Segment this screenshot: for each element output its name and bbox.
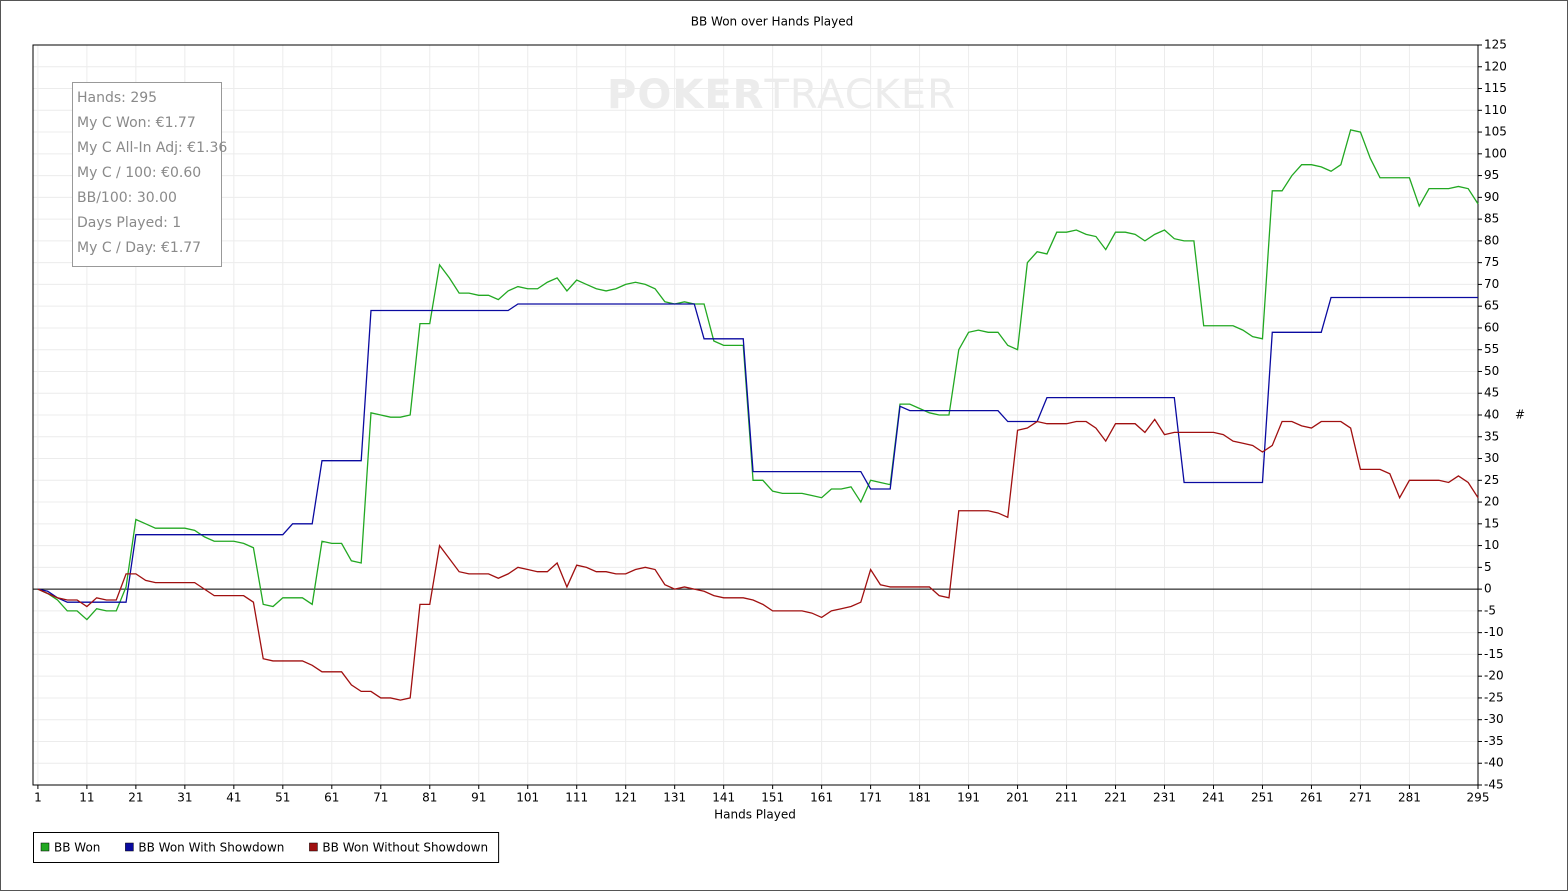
x-tick-label: 51 — [275, 791, 290, 805]
x-tick-label: 121 — [614, 791, 637, 805]
stats-line: Hands: 295 — [77, 90, 157, 106]
chart-title: BB Won over Hands Played — [691, 15, 853, 29]
x-tick-label: 251 — [1251, 791, 1274, 805]
x-tick-label: 31 — [177, 791, 192, 805]
x-tick-label: 151 — [761, 791, 784, 805]
series-line — [37, 129, 1479, 621]
y-tick-label: 25 — [1484, 473, 1499, 487]
x-tick-label: 295 — [1467, 791, 1490, 805]
legend-label: BB Won — [54, 841, 100, 855]
y-tick-label: 30 — [1484, 451, 1499, 465]
y-tick-label: 45 — [1484, 386, 1499, 400]
stats-line: My C / 100: €0.60 — [77, 165, 201, 181]
y-tick-label: -45 — [1484, 778, 1504, 792]
legend-swatch — [309, 842, 318, 852]
y-tick-label: 80 — [1484, 233, 1499, 247]
stats-line: My C / Day: €1.77 — [77, 240, 201, 256]
x-tick-label: 171 — [859, 791, 882, 805]
y-tick-label: 100 — [1484, 146, 1507, 160]
y-tick-label: 120 — [1484, 59, 1507, 73]
x-tick-label: 261 — [1300, 791, 1323, 805]
legend-label: BB Won With Showdown — [138, 841, 284, 855]
x-tick-label: 1 — [34, 791, 42, 805]
y-tick-label: -30 — [1484, 712, 1504, 726]
x-tick-label: 191 — [957, 791, 980, 805]
x-tick-label: 271 — [1349, 791, 1372, 805]
x-tick-label: 221 — [1104, 791, 1127, 805]
x-tick-label: 111 — [565, 791, 588, 805]
stats-box — [72, 82, 222, 267]
y-tick-label: 115 — [1484, 81, 1507, 95]
y-tick-label: -15 — [1484, 647, 1504, 661]
x-tick-label: 141 — [712, 791, 735, 805]
y-tick-label: 70 — [1484, 277, 1499, 291]
legend-swatch — [40, 842, 50, 852]
y-tick-label: 125 — [1484, 38, 1507, 52]
series-line — [37, 296, 1478, 603]
y-tick-label: 20 — [1484, 495, 1499, 509]
y-tick-label: 40 — [1484, 408, 1499, 422]
y-tick-label: -5 — [1484, 603, 1496, 617]
watermark-part: POKER — [607, 72, 764, 118]
x-axis-label: Hands Played — [714, 808, 796, 822]
x-tick-label: 281 — [1398, 791, 1421, 805]
x-tick-label: 211 — [1055, 791, 1078, 805]
y-tick-label: 65 — [1484, 299, 1499, 313]
x-tick-label: 131 — [663, 791, 686, 805]
y-tick-label: 105 — [1484, 125, 1507, 139]
y-tick-label: 50 — [1484, 364, 1499, 378]
y-tick-label: 85 — [1484, 212, 1499, 226]
y-tick-label: -40 — [1484, 756, 1504, 770]
x-tick-label: 71 — [373, 791, 388, 805]
y-tick-label: 10 — [1484, 538, 1499, 552]
y-tick-label: 15 — [1484, 516, 1499, 530]
x-tick-label: 181 — [908, 791, 931, 805]
y-axis-label: # — [1515, 408, 1525, 422]
y-tick-label: 5 — [1484, 560, 1492, 574]
y-tick-label: 60 — [1484, 320, 1499, 334]
stats-line: My C Won: €1.77 — [77, 115, 196, 131]
x-tick-label: 81 — [422, 791, 437, 805]
watermark: POKERTRACKER — [607, 72, 956, 118]
x-tick-label: 21 — [128, 791, 143, 805]
x-tick-label: 61 — [324, 791, 339, 805]
stats-line: BB/100: 30.00 — [77, 190, 177, 206]
stats-line: My C All-In Adj: €1.36 — [77, 140, 227, 156]
stats-line: Days Played: 1 — [77, 215, 181, 231]
y-tick-label: -25 — [1484, 690, 1504, 704]
y-tick-label: 55 — [1484, 342, 1499, 356]
y-tick-label: 35 — [1484, 429, 1499, 443]
plot-border — [32, 44, 1479, 786]
y-tick-label: 0 — [1484, 582, 1492, 596]
y-tick-label: -35 — [1484, 734, 1504, 748]
x-tick-label: 161 — [810, 791, 833, 805]
y-tick-label: -20 — [1484, 669, 1504, 683]
y-tick-label: -10 — [1484, 625, 1504, 639]
x-tick-label: 241 — [1202, 791, 1225, 805]
x-tick-label: 201 — [1006, 791, 1029, 805]
legend-label: BB Won Without Showdown — [322, 841, 488, 855]
legend-swatch — [125, 842, 134, 852]
x-tick-label: 231 — [1153, 791, 1176, 805]
x-tick-label: 41 — [226, 791, 241, 805]
series-line — [37, 418, 1479, 701]
y-tick-label: 90 — [1484, 190, 1499, 204]
watermark-part: TRACKER — [763, 72, 956, 118]
y-tick-label: 110 — [1484, 103, 1507, 117]
y-tick-label: 75 — [1484, 255, 1499, 269]
x-tick-label: 91 — [471, 791, 486, 805]
legend-box — [33, 832, 500, 863]
x-tick-label: 101 — [516, 791, 539, 805]
x-tick-label: 11 — [79, 791, 94, 805]
y-tick-label: 95 — [1484, 168, 1499, 182]
